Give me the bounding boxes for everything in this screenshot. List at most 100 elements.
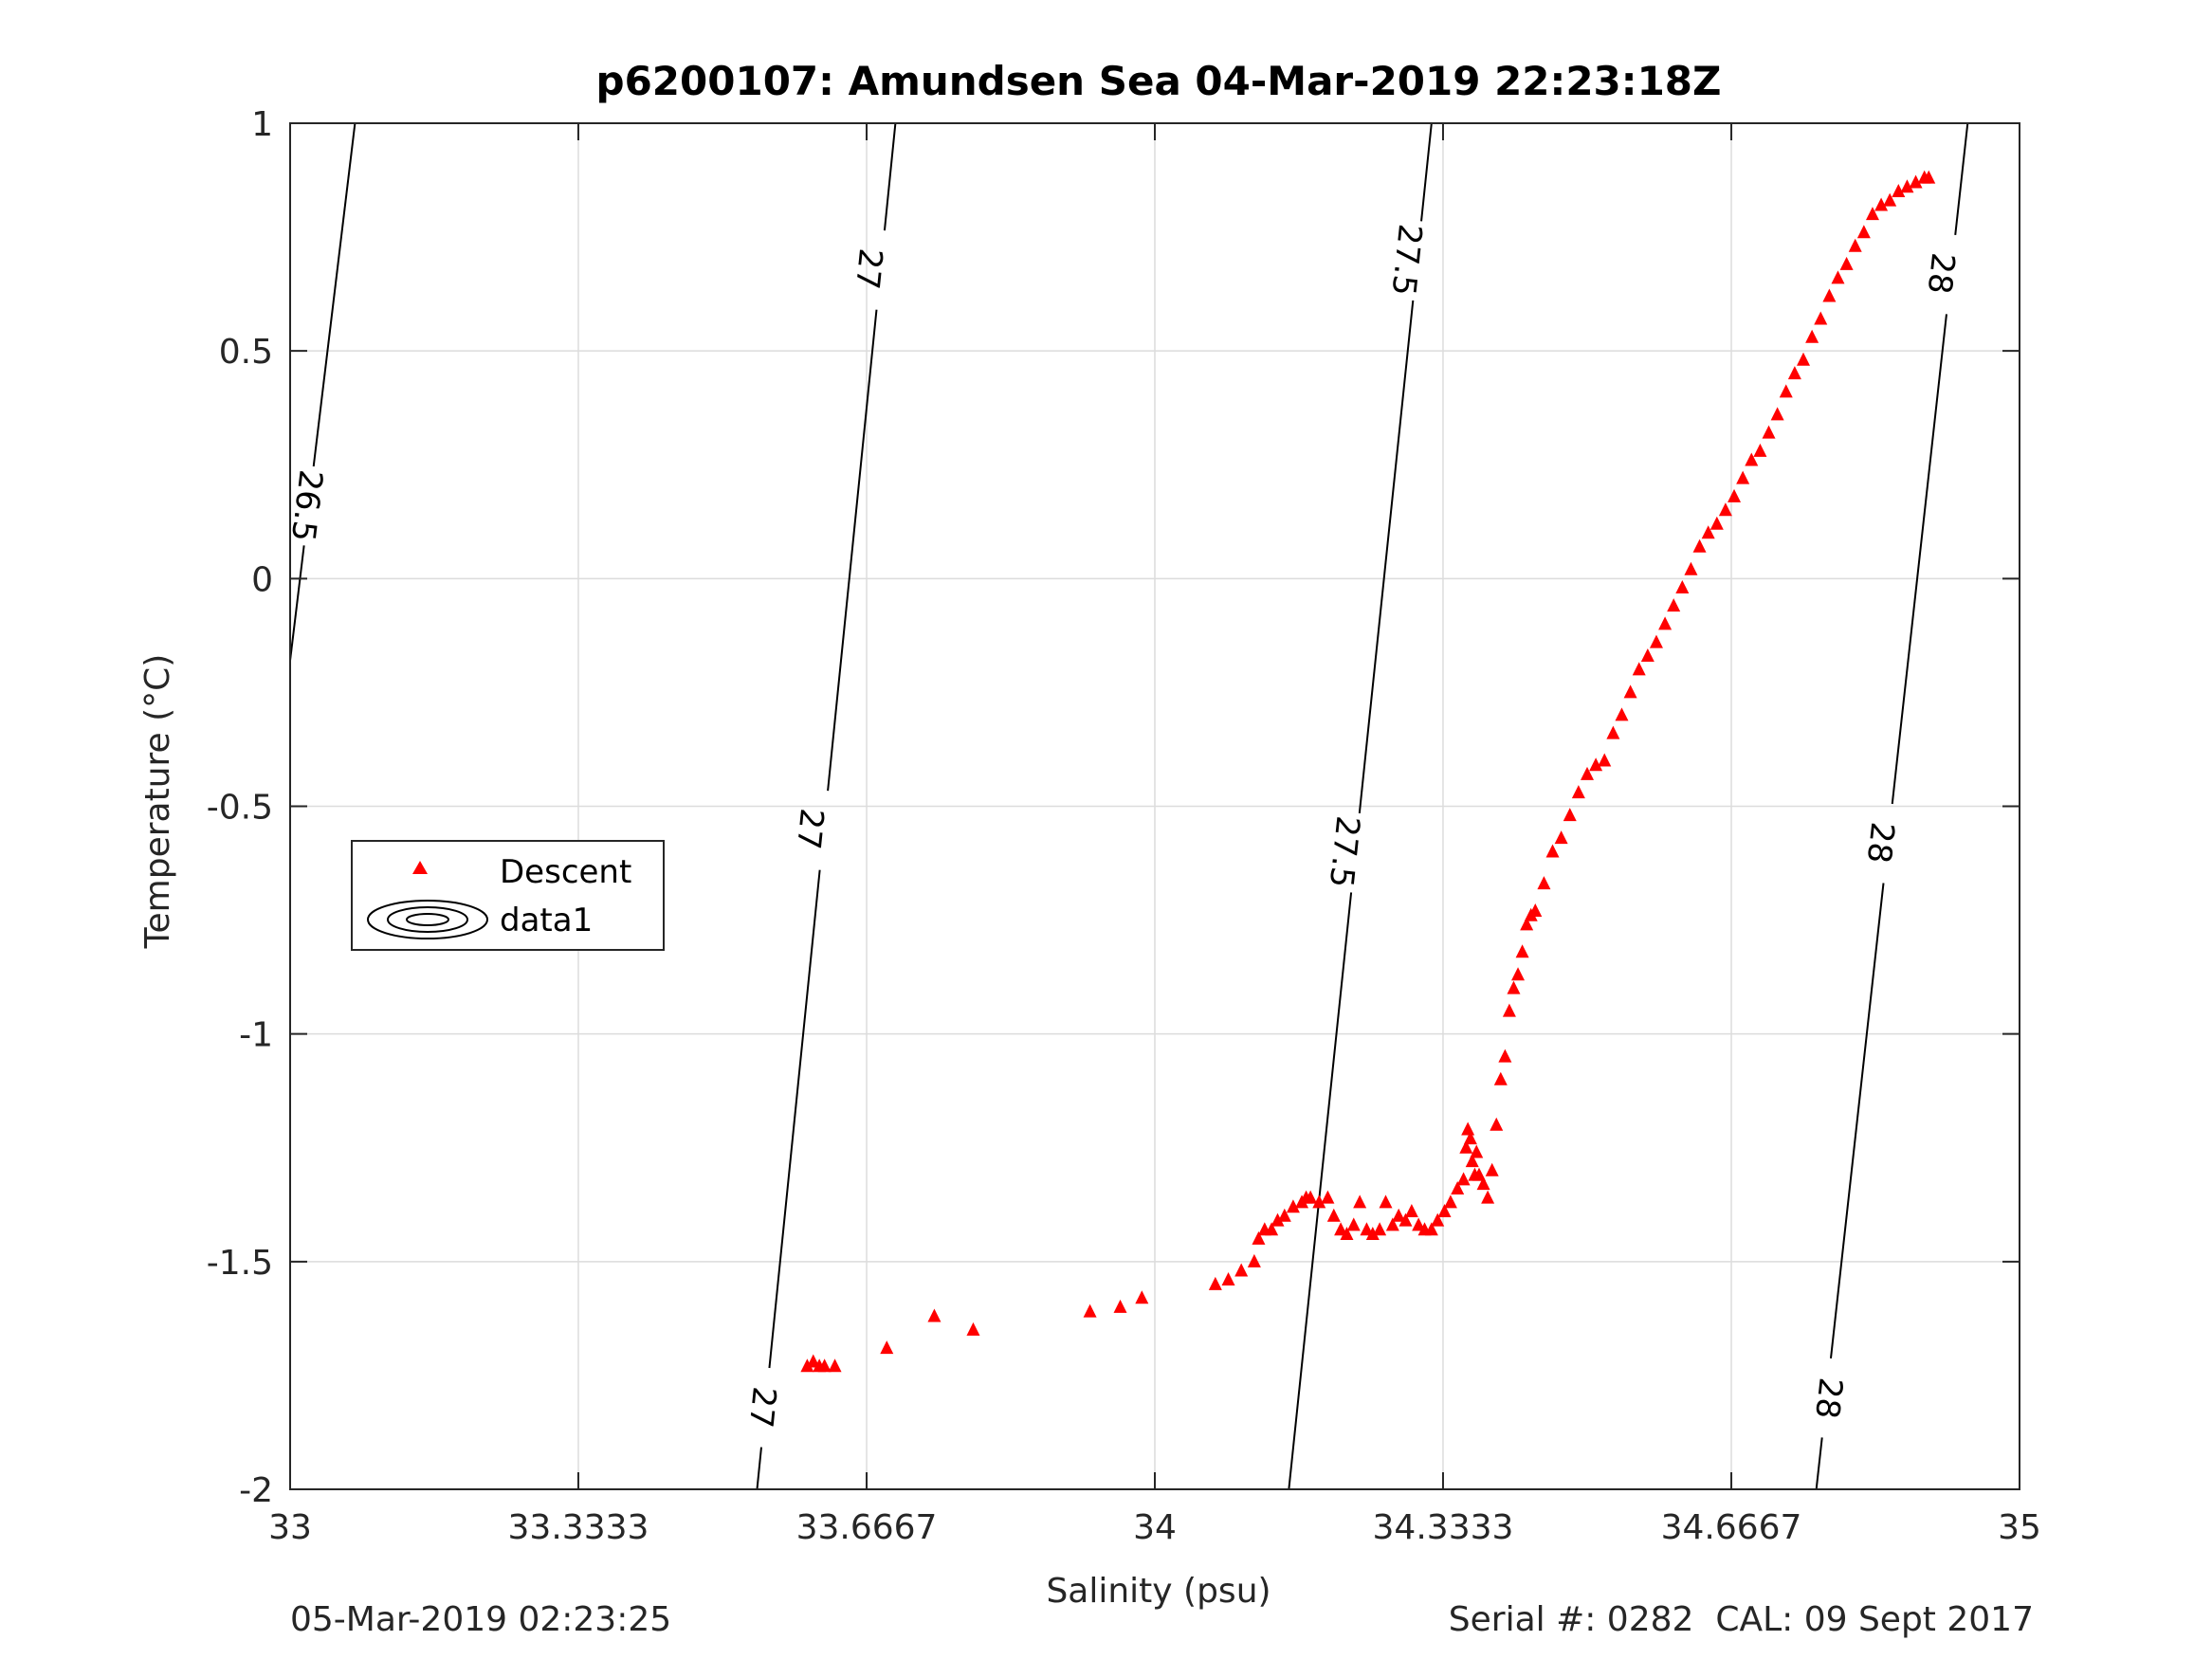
descent-point (966, 1322, 980, 1336)
descent-point (1451, 1180, 1465, 1194)
descent-point (1718, 502, 1732, 517)
descent-point (1736, 470, 1750, 484)
descent-point (927, 1308, 941, 1322)
y-tick-label: -1.5 (207, 1244, 273, 1283)
descent-point (1507, 980, 1521, 994)
descent-point (1398, 1212, 1413, 1227)
descent-point (1431, 1212, 1445, 1227)
descent-point (828, 1358, 842, 1373)
descent-point (1456, 1172, 1471, 1186)
descent-point (1728, 488, 1742, 502)
descent-point (1675, 579, 1690, 593)
descent-point (1365, 1227, 1380, 1241)
descent-point (1909, 174, 1923, 189)
descent-point (1221, 1272, 1235, 1286)
descent-point (800, 1358, 814, 1373)
descent-point (1470, 1144, 1484, 1158)
descent-point (1606, 725, 1620, 739)
descent-point (1334, 1222, 1348, 1236)
y-tick-label: 0 (251, 560, 273, 599)
descent-point (1545, 844, 1560, 858)
descent-point (1658, 616, 1673, 630)
x-tick-label: 33.6667 (796, 1508, 938, 1547)
descent-point (1360, 1222, 1374, 1236)
descent-point (1874, 197, 1889, 211)
descent-point (1883, 192, 1897, 207)
descent-point (1353, 1194, 1367, 1209)
contour-label: 28 (1859, 820, 1902, 865)
y-tick-label: 1 (251, 105, 273, 144)
descent-point (806, 1354, 820, 1368)
legend-contour-icon (367, 900, 488, 939)
grid-lines (289, 122, 2020, 1490)
contour-label: 28 (1920, 251, 1963, 296)
descent-point (1443, 1194, 1457, 1209)
descent-point (1856, 225, 1871, 239)
x-axis-label: Salinity (psu) (1046, 1572, 1271, 1611)
descent-point (1581, 766, 1594, 780)
descent-point (1805, 329, 1819, 343)
descent-point (1848, 238, 1862, 252)
contour-label: 27 (848, 246, 889, 291)
isopycnal-line-27-5 (1420, 122, 1433, 222)
descent-point (1537, 876, 1551, 890)
isopycnal-line-27 (827, 309, 878, 792)
descent-point (1083, 1304, 1097, 1318)
descent-point (1589, 757, 1603, 772)
legend-descent-label: Descent (500, 853, 631, 891)
descent-point (1412, 1217, 1426, 1231)
x-tick-label: 35 (1998, 1508, 2041, 1547)
footer-timestamp: 05-Mar-2019 02:23:25 (290, 1600, 672, 1639)
descent-point (1554, 830, 1568, 845)
descent-point (1485, 1162, 1499, 1176)
descent-point (1684, 561, 1698, 575)
descent-point (1709, 516, 1724, 530)
contour-label: 27 (789, 807, 831, 851)
x-tick-label: 33.3333 (508, 1508, 649, 1547)
descent-point (1135, 1290, 1149, 1304)
descent-point (1208, 1276, 1222, 1290)
descent-point (1234, 1263, 1249, 1277)
descent-point (1822, 288, 1837, 302)
contour-label: 27.5 (1383, 222, 1429, 297)
y-tick-label: 0.5 (219, 333, 273, 372)
descent-series (800, 170, 1936, 1373)
descent-point (1277, 1208, 1291, 1222)
descent-point (1463, 1131, 1477, 1145)
descent-point (1692, 538, 1707, 553)
descent-point (880, 1340, 894, 1355)
descent-point (1252, 1231, 1266, 1245)
isopycnal-line-26-5 (312, 122, 356, 467)
descent-point (1340, 1227, 1354, 1241)
descent-point (1865, 207, 1879, 221)
descent-point (1762, 425, 1776, 439)
x-tick-label: 34 (1133, 1508, 1177, 1547)
descent-point (1321, 1190, 1335, 1204)
descent-point (1424, 1222, 1438, 1236)
isopycnal-line-27-5 (1288, 892, 1353, 1490)
isopycnal-line-28 (1954, 122, 1969, 235)
descent-point (1779, 384, 1793, 398)
isopycnal-line-28 (1829, 883, 1885, 1358)
descent-point (1528, 902, 1543, 917)
isopycnal-line-27 (756, 1447, 762, 1490)
descent-point (1461, 1121, 1475, 1136)
x-tick-label: 34.3333 (1373, 1508, 1514, 1547)
isopycnal-line-28 (1815, 1437, 1823, 1490)
y-axis-ticks: -2 -1.5 -1 -0.5 0 0.5 1 (207, 105, 2020, 1510)
descent-point (1797, 352, 1810, 366)
descent-point (1831, 270, 1845, 284)
isopycnal-line-27 (883, 122, 897, 231)
x-tick-label: 34.6667 (1661, 1508, 1802, 1547)
descent-point (817, 1358, 832, 1373)
descent-point (1922, 170, 1936, 184)
descent-point (1493, 1071, 1508, 1085)
descent-point (1326, 1208, 1341, 1222)
descent-point (1392, 1208, 1406, 1222)
descent-point (1271, 1212, 1285, 1227)
legend: Descent data1 (351, 840, 665, 951)
contour-label: 27 (741, 1385, 783, 1430)
contour-label: 28 (1807, 1376, 1850, 1420)
descent-point (1265, 1222, 1279, 1236)
